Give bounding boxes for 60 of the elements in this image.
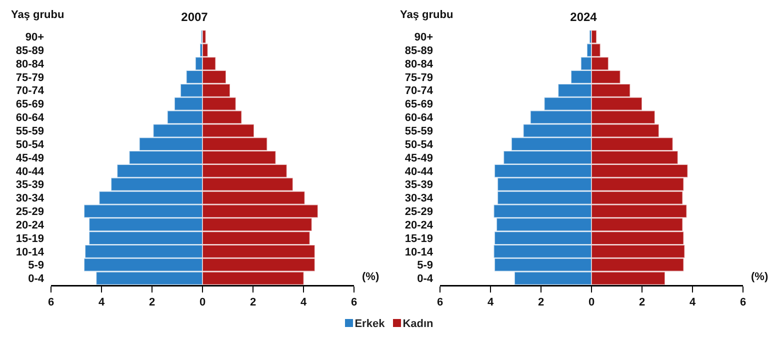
y-axis-title: Yaş grubu xyxy=(400,9,454,21)
y-tick-label: 50-54 xyxy=(16,138,45,151)
y-tick-label: 65-69 xyxy=(16,98,44,111)
y-tick-label: 80-84 xyxy=(404,58,434,70)
legend-label: Kadın xyxy=(402,318,434,330)
y-tick-label: 10-14 xyxy=(16,246,45,258)
y-tick-label: 10-14 xyxy=(404,246,434,258)
x-tick-label: 0 xyxy=(199,296,206,309)
x-tick-label: 2 xyxy=(148,296,156,309)
x-axis-title: (%) xyxy=(362,271,380,283)
x-tick-label: 2 xyxy=(638,296,646,309)
chart-title: 2007 xyxy=(181,10,208,24)
y-tick-label: 70-74 xyxy=(404,85,434,98)
y-tick-label: 0-4 xyxy=(28,273,45,286)
legend-label: Erkek xyxy=(354,318,385,330)
y-tick-label: 25-29 xyxy=(404,206,433,218)
y-tick-label: 50-54 xyxy=(404,138,434,151)
y-tick-label: 40-44 xyxy=(404,166,434,178)
y-tick-label: 60-64 xyxy=(404,112,434,124)
x-tick-label: 2 xyxy=(538,296,544,309)
chart-title: 2024 xyxy=(570,10,598,24)
y-tick-label: 85-89 xyxy=(16,44,44,57)
y-tick-label: 65-69 xyxy=(404,98,433,111)
y-tick-label: 25-29 xyxy=(16,206,44,218)
y-axis-title: Yaş grubu xyxy=(11,9,64,21)
y-tick-label: 30-34 xyxy=(16,192,45,205)
y-tick-label: 35-39 xyxy=(404,179,433,192)
y-tick-label: 90+ xyxy=(414,32,433,44)
x-tick-label: 6 xyxy=(436,296,444,309)
y-tick-label: 45-49 xyxy=(404,152,433,164)
y-tick-label: 75-79 xyxy=(16,72,44,84)
x-tick-label: 6 xyxy=(48,296,54,309)
y-tick-label: 0-4 xyxy=(417,273,434,286)
y-tick-label: 15-19 xyxy=(16,232,44,245)
x-tick-label: 4 xyxy=(98,296,106,309)
y-tick-label: 75-79 xyxy=(404,72,433,84)
x-axis-title: (%) xyxy=(751,271,768,283)
y-tick-label: 45-49 xyxy=(16,152,44,164)
y-tick-label: 55-59 xyxy=(404,126,433,138)
x-tick-label: 4 xyxy=(300,296,308,309)
y-tick-label: 85-89 xyxy=(404,44,433,57)
y-tick-label: 30-34 xyxy=(404,192,434,205)
x-tick-label: 6 xyxy=(740,296,746,309)
x-tick-label: 6 xyxy=(350,296,358,309)
y-tick-label: 35-39 xyxy=(16,179,44,192)
y-tick-label: 60-64 xyxy=(16,112,45,124)
y-tick-label: 5-9 xyxy=(417,260,433,272)
y-tick-label: 90+ xyxy=(25,32,44,44)
x-tick-label: 2 xyxy=(250,296,256,309)
y-tick-label: 20-24 xyxy=(404,219,434,232)
y-tick-label: 20-24 xyxy=(16,219,45,232)
x-tick-label: 0 xyxy=(588,296,595,309)
y-tick-label: 5-9 xyxy=(28,260,44,272)
y-tick-label: 55-59 xyxy=(16,126,44,138)
x-tick-label: 4 xyxy=(689,296,696,309)
x-tick-label: 4 xyxy=(487,296,494,309)
y-tick-label: 15-19 xyxy=(404,232,433,245)
y-tick-label: 80-84 xyxy=(16,58,45,70)
y-tick-label: 40-44 xyxy=(16,166,45,178)
y-tick-label: 70-74 xyxy=(16,85,45,98)
